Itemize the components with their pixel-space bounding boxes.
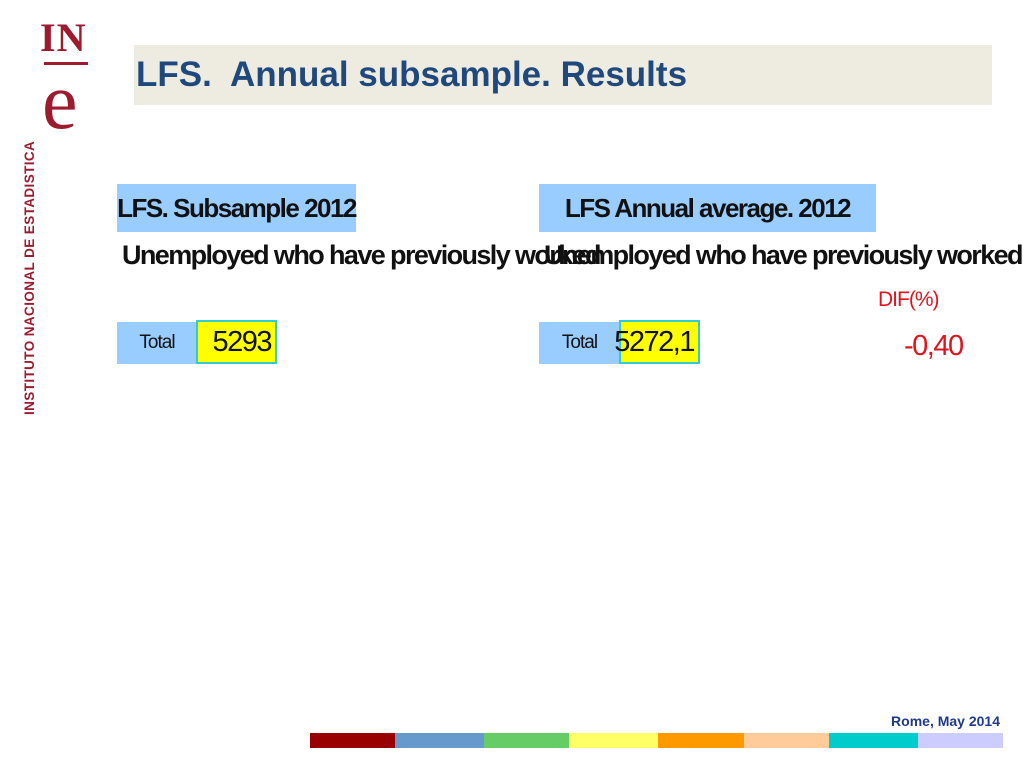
right-panel-subtitle: Unemployed who have previously worked — [544, 240, 1024, 270]
right-panel-header: LFS Annual average. 2012 — [539, 184, 876, 232]
slide-title: LFS. Annual subsample. Results — [136, 55, 688, 94]
strip-segment — [829, 733, 918, 748]
left-total-value: 5293 — [196, 320, 277, 364]
logo-bar — [44, 62, 88, 65]
strip-segment — [918, 733, 1003, 748]
left-total-label: Total — [117, 322, 197, 364]
strip-segment — [395, 733, 484, 748]
logo-letters-in: IN — [40, 15, 87, 60]
left-panel-header: LFS. Subsample 2012 — [117, 184, 357, 232]
dif-label: DIF(%) — [878, 288, 939, 311]
right-total-label: Total — [539, 322, 620, 364]
strip-segment — [658, 733, 744, 748]
strip-segment — [569, 733, 658, 748]
title-band: LFS. Annual subsample. Results — [134, 45, 992, 105]
dif-value: -0,40 — [904, 330, 964, 362]
strip-segment — [744, 733, 829, 748]
institute-name: INSTITUTO NACIONAL DE ESTADISTICA — [22, 140, 37, 415]
left-panel-subtitle: Unemployed who have previously worked — [122, 240, 602, 270]
footer-date: Rome, May 2014 — [891, 713, 1000, 729]
strip-segment — [310, 733, 395, 748]
ine-logo: IN e — [40, 15, 96, 142]
footer-color-strip — [310, 733, 1003, 748]
logo-letter-e: e — [42, 58, 78, 146]
right-total-value: 5272,1 — [614, 320, 700, 364]
strip-segment — [484, 733, 569, 748]
